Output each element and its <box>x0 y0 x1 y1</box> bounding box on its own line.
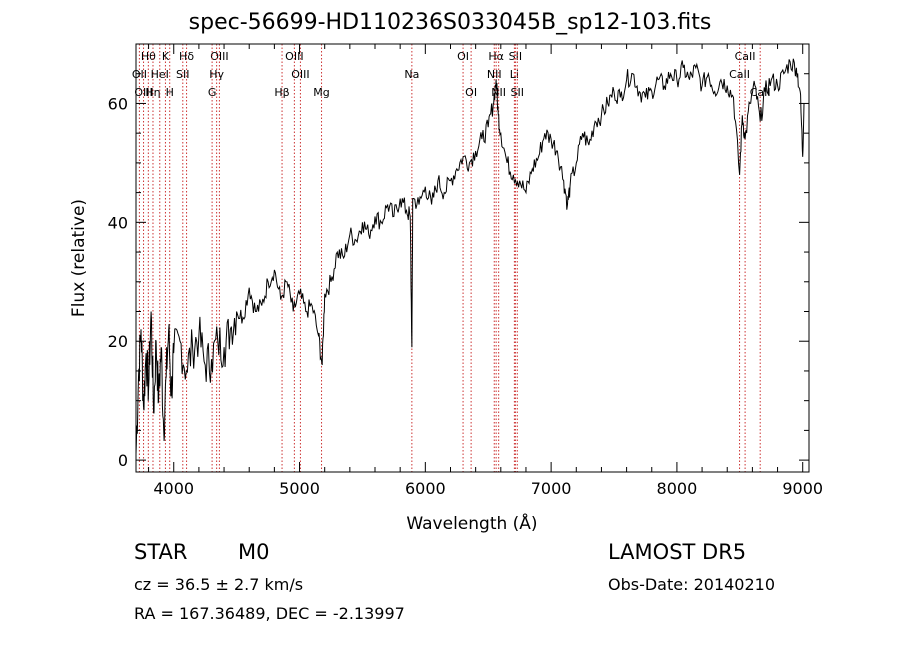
marker-label-10: Hγ <box>209 68 224 81</box>
marker-label-14: OIII <box>291 68 309 81</box>
marker-label-11: G <box>208 86 217 99</box>
marker-label-16: Na <box>404 68 419 81</box>
x-axis-label: Wavelength (Å) <box>406 512 537 534</box>
marker-label-12: Hβ <box>274 86 289 99</box>
x-tick-label-8000: 8000 <box>657 479 698 498</box>
marker-label-19: Hα <box>488 50 504 63</box>
marker-label-17: OI <box>457 50 469 63</box>
marker-label-1: OII <box>132 68 147 81</box>
marker-label-13: OIII <box>285 50 303 63</box>
marker-label-15: Mg <box>313 86 329 99</box>
marker-label-23: Li <box>510 68 519 81</box>
redshift-text: cz = 36.5 ± 2.7 km/s <box>134 575 304 594</box>
x-tick-label-4000: 4000 <box>153 479 194 498</box>
survey-name: LAMOST DR5 <box>608 540 747 564</box>
object-class: STAR <box>134 540 188 564</box>
x-tick-label-5000: 5000 <box>279 479 320 498</box>
y-tick-label-20: 20 <box>108 332 128 351</box>
marker-label-0: Hθ <box>141 50 156 63</box>
marker-label-9: OIII <box>210 50 228 63</box>
coordinates-text: RA = 167.36489, DEC = -2.13997 <box>134 604 405 623</box>
spectrum-line <box>135 58 805 455</box>
y-tick-label-60: 60 <box>108 94 128 113</box>
marker-label-24: SII <box>511 86 524 99</box>
chart-title: spec-56699-HD110236S033045B_sp12-103.fit… <box>188 10 712 35</box>
marker-label-8: SII <box>176 68 189 81</box>
object-subclass: M0 <box>238 540 270 564</box>
marker-label-26: CaII <box>729 68 750 81</box>
x-tick-label-6000: 6000 <box>405 479 446 498</box>
marker-label-2: OIII <box>134 86 152 99</box>
x-tick-label-9000: 9000 <box>782 479 823 498</box>
y-tick-label-40: 40 <box>108 213 128 232</box>
marker-label-4: K <box>162 50 170 63</box>
x-tick-label-7000: 7000 <box>531 479 572 498</box>
y-tick-label-0: 0 <box>118 451 128 470</box>
marker-label-25: CaII <box>735 50 756 63</box>
marker-label-20: NII <box>487 68 502 81</box>
marker-label-5: HeI <box>151 68 169 81</box>
marker-label-6: H <box>166 86 174 99</box>
plot-frame <box>135 43 810 473</box>
marker-label-3: Hη <box>145 86 160 99</box>
marker-label-7: Hδ <box>179 50 194 63</box>
observation-date: Obs-Date: 20140210 <box>608 575 776 594</box>
y-axis-label: Flux (relative) <box>69 199 89 317</box>
marker-label-18: OI <box>465 86 477 99</box>
marker-label-22: SII <box>509 50 522 63</box>
axis-ticks: 4000 5000 6000 7000 8000 9000 0 20 40 60 <box>108 44 823 498</box>
